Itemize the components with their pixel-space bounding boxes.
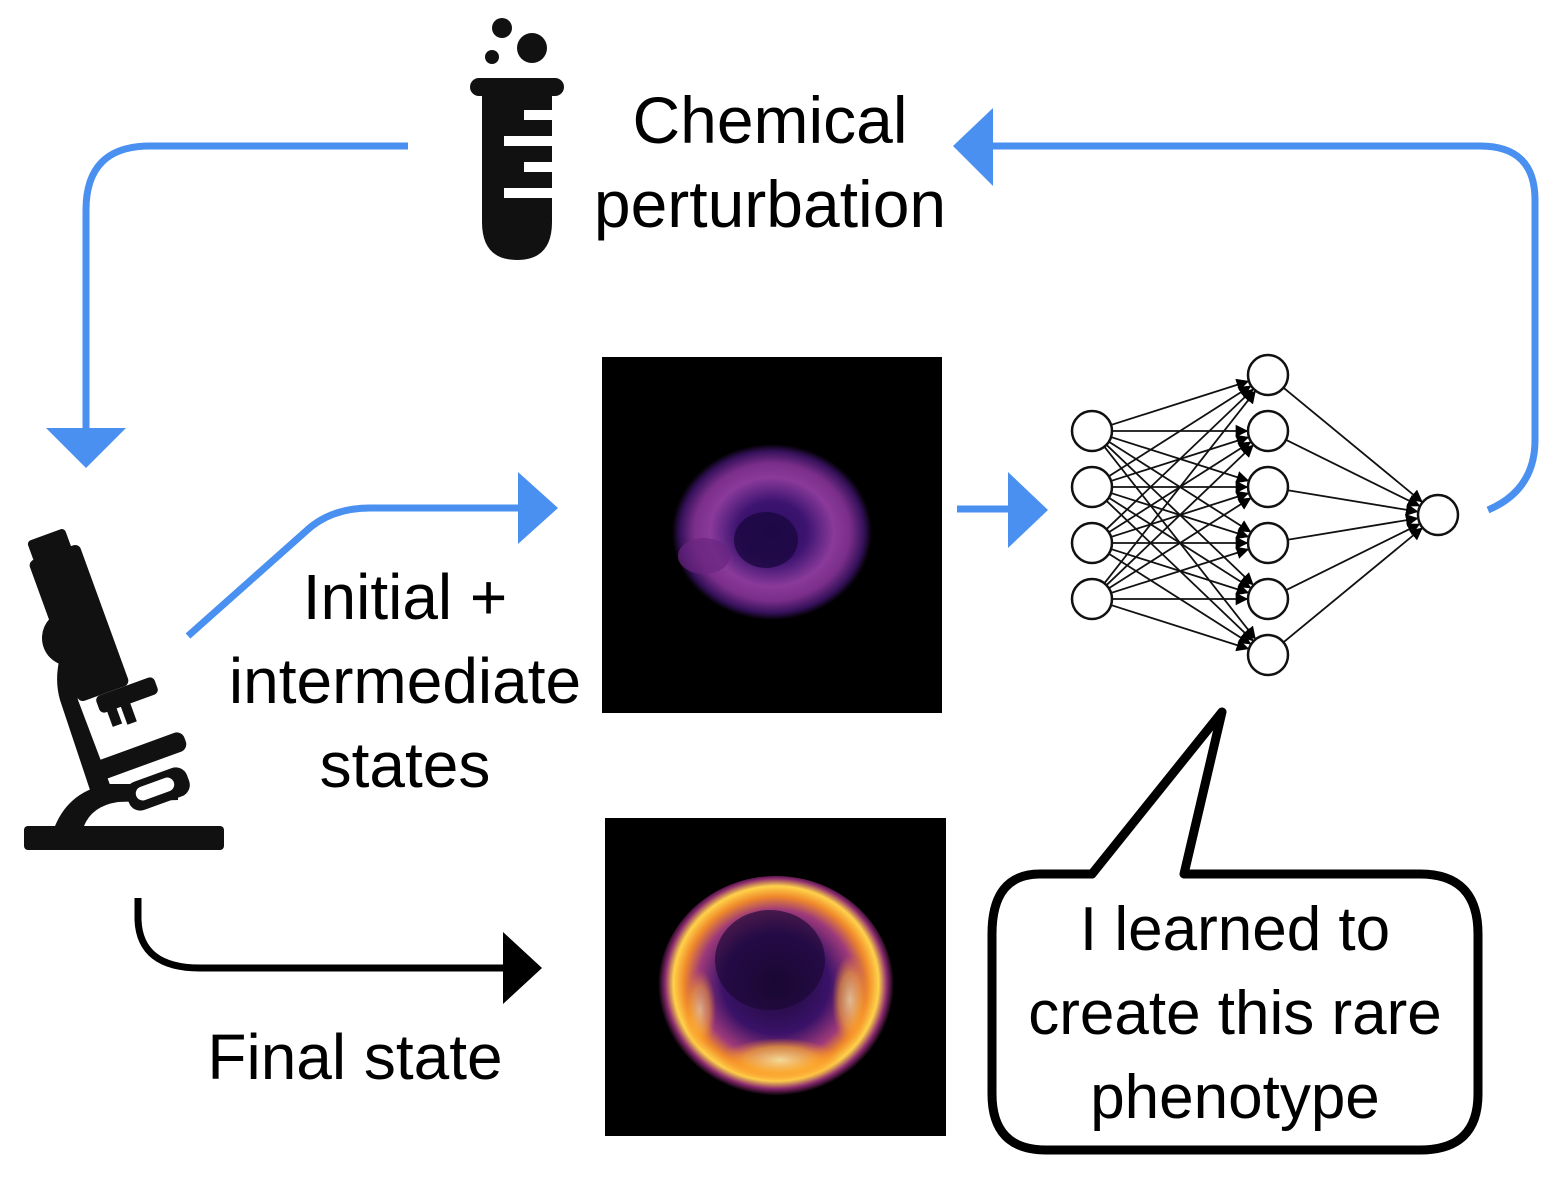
- network-edge: [1287, 489, 1419, 516]
- network-edge: [1108, 385, 1252, 478]
- network-edge: [1105, 444, 1254, 586]
- network-node: [1246, 409, 1290, 453]
- initial-states-line-3: states: [319, 729, 491, 801]
- network-node: [1070, 521, 1114, 565]
- speech-line-1: I learned to: [1079, 895, 1391, 964]
- network-edge: [1287, 514, 1419, 541]
- speech-bubble-text: I learned to create this rare phenotype: [992, 888, 1478, 1140]
- arrow-to-microscope: [46, 142, 408, 468]
- network-edge: [1110, 546, 1250, 594]
- arrow-microscope-to-final: [134, 898, 542, 1004]
- network-edge: [1105, 388, 1254, 530]
- arrow-image-to-network: [957, 472, 1048, 548]
- speech-line-3: phenotype: [1090, 1063, 1380, 1132]
- arrow-to-perturbation: [953, 108, 1539, 514]
- network-node: [1416, 493, 1460, 537]
- initial-states-line-2: intermediate: [228, 645, 582, 717]
- network-node: [1246, 521, 1290, 565]
- network-node: [1246, 577, 1290, 621]
- final-state-label: Final state: [207, 1021, 503, 1093]
- speech-bubble: [987, 707, 1483, 1155]
- chemical-perturbation-line-1: Chemical: [632, 83, 908, 157]
- network-edge: [1103, 390, 1256, 584]
- network-edge: [1108, 497, 1252, 590]
- network-edge: [1282, 527, 1423, 643]
- network-node: [1246, 353, 1290, 397]
- test-tube-icon: [470, 18, 564, 260]
- network-edge: [1285, 439, 1421, 507]
- network-node: [1070, 577, 1114, 621]
- network-nodes: [1070, 353, 1460, 677]
- network-node: [1246, 633, 1290, 677]
- final-state-image: [605, 818, 946, 1136]
- network-edges: [1103, 378, 1423, 652]
- chemical-perturbation-line-2: perturbation: [593, 167, 947, 241]
- initial-states-label: Initial + intermediate states: [200, 555, 610, 807]
- initial-states-line-1: Initial +: [302, 561, 508, 633]
- network-edge: [1285, 523, 1421, 591]
- network-edge: [1110, 604, 1250, 652]
- arrow-microscope-to-initial: [185, 472, 558, 639]
- network-node: [1070, 409, 1114, 453]
- neural-network-icon: [1070, 353, 1460, 677]
- chemical-perturbation-label: Chemical perturbation: [560, 78, 980, 246]
- network-edge: [1282, 387, 1423, 503]
- microscope-icon: [24, 529, 224, 850]
- speech-line-2: create this rare: [1028, 979, 1442, 1048]
- network-node: [1246, 465, 1290, 509]
- network-node: [1070, 465, 1114, 509]
- network-edge: [1110, 378, 1250, 426]
- initial-state-image: [602, 357, 942, 713]
